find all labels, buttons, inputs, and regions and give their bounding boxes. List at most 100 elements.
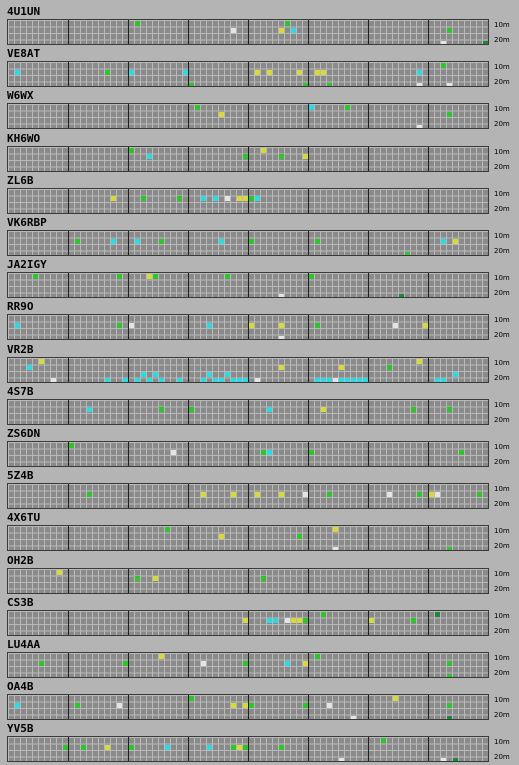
propagation-grid	[7, 609, 489, 636]
hour-divider	[368, 188, 369, 213]
hour-divider	[188, 315, 189, 340]
hour-divider	[188, 610, 189, 635]
hour-divider	[428, 231, 429, 255]
hour-divider	[68, 399, 69, 424]
band-label-20m: 20m	[494, 78, 510, 87]
signal-cell	[327, 702, 332, 708]
station-row: W6WX 10m 20m	[0, 89, 519, 131]
hour-divider	[308, 399, 309, 424]
signal-cell	[87, 407, 92, 413]
signal-cell	[315, 69, 320, 75]
band-label-10m: 10m	[494, 443, 510, 451]
hour-divider	[68, 653, 69, 677]
signal-cell	[255, 69, 260, 75]
signal-cell	[363, 378, 368, 382]
signal-cell	[279, 365, 284, 371]
signal-cell	[279, 491, 284, 497]
signal-cell	[285, 660, 290, 666]
station-callsign: OA4B	[7, 680, 34, 694]
hour-divider	[368, 399, 369, 424]
signal-cell	[417, 69, 422, 75]
band-label-10m: 10m	[494, 400, 510, 409]
hour-divider	[308, 104, 309, 129]
signal-cell	[105, 744, 110, 750]
signal-cell	[111, 238, 116, 244]
band-label-20m: 20m	[494, 415, 510, 424]
signal-cell	[243, 196, 248, 202]
signal-cell	[243, 702, 248, 708]
band-label-10m: 10m	[494, 569, 510, 578]
band-label-20m: 20m	[494, 204, 510, 213]
propagation-grid	[7, 694, 489, 721]
station-row: 4U1UN 10m 20m	[0, 5, 519, 47]
propagation-grid	[7, 230, 489, 256]
signal-cell	[285, 21, 290, 26]
signal-cell	[219, 111, 224, 117]
station-callsign: JA2IGY	[7, 258, 47, 272]
signal-cell	[117, 274, 122, 280]
signal-cell	[399, 293, 404, 298]
signal-cell	[441, 63, 446, 69]
signal-cell	[309, 274, 314, 280]
signal-cell	[297, 618, 302, 624]
hour-divider	[248, 399, 249, 424]
signal-cell	[201, 660, 206, 666]
signal-cell	[447, 82, 452, 87]
propagation-grid	[7, 441, 489, 467]
signal-cell	[153, 371, 158, 377]
signal-cell	[33, 274, 38, 280]
band-label-10m: 10m	[494, 611, 510, 620]
hour-divider	[188, 442, 189, 466]
signal-cell	[141, 196, 146, 202]
station-callsign: RR9O	[7, 300, 34, 314]
station-row: VE8AT 10m 20m	[0, 47, 519, 89]
hour-divider	[248, 62, 249, 87]
signal-cell	[219, 533, 224, 539]
signal-cell	[255, 491, 260, 497]
propagation-grid	[7, 356, 489, 383]
signal-cell	[417, 82, 422, 87]
band-label-20m: 20m	[494, 247, 510, 255]
hour-divider	[248, 273, 249, 298]
signal-cell	[105, 378, 110, 382]
hour-divider	[428, 357, 429, 382]
hour-divider	[248, 146, 249, 171]
signal-cell	[435, 491, 440, 497]
signal-cell	[327, 378, 332, 382]
hour-divider	[128, 737, 129, 762]
signal-cell	[171, 449, 176, 455]
signal-cell	[111, 196, 116, 202]
signal-cell	[159, 407, 164, 413]
station-callsign: OH2B	[7, 553, 34, 567]
signal-cell	[57, 569, 62, 575]
hour-divider	[308, 273, 309, 298]
band-label-10m: 10m	[494, 105, 510, 114]
band-label-20m: 20m	[494, 500, 510, 509]
hour-divider	[428, 526, 429, 551]
hour-divider	[128, 104, 129, 129]
station-callsign: KH6WO	[7, 131, 41, 145]
signal-cell	[231, 744, 236, 750]
signal-cell	[387, 491, 392, 497]
signal-cell	[411, 407, 416, 413]
signal-cell	[279, 293, 284, 298]
propagation-grid	[7, 398, 489, 425]
signal-cell	[153, 274, 158, 280]
hour-divider	[68, 737, 69, 762]
signal-cell	[39, 358, 44, 364]
hour-divider	[308, 653, 309, 677]
signal-cell	[129, 322, 134, 328]
signal-cell	[177, 378, 182, 382]
signal-cell	[393, 322, 398, 328]
signal-cell	[225, 196, 230, 202]
signal-cell	[81, 744, 86, 750]
hour-divider	[188, 695, 189, 720]
signal-cell	[417, 491, 422, 497]
station-row: ZS6DN 10m 20m	[0, 427, 519, 469]
signal-cell	[339, 757, 344, 762]
signal-cell	[279, 154, 284, 160]
hour-divider	[188, 568, 189, 593]
hour-divider	[308, 315, 309, 340]
signal-cell	[39, 660, 44, 666]
station-row: 5Z4B 10m 20m	[0, 469, 519, 511]
